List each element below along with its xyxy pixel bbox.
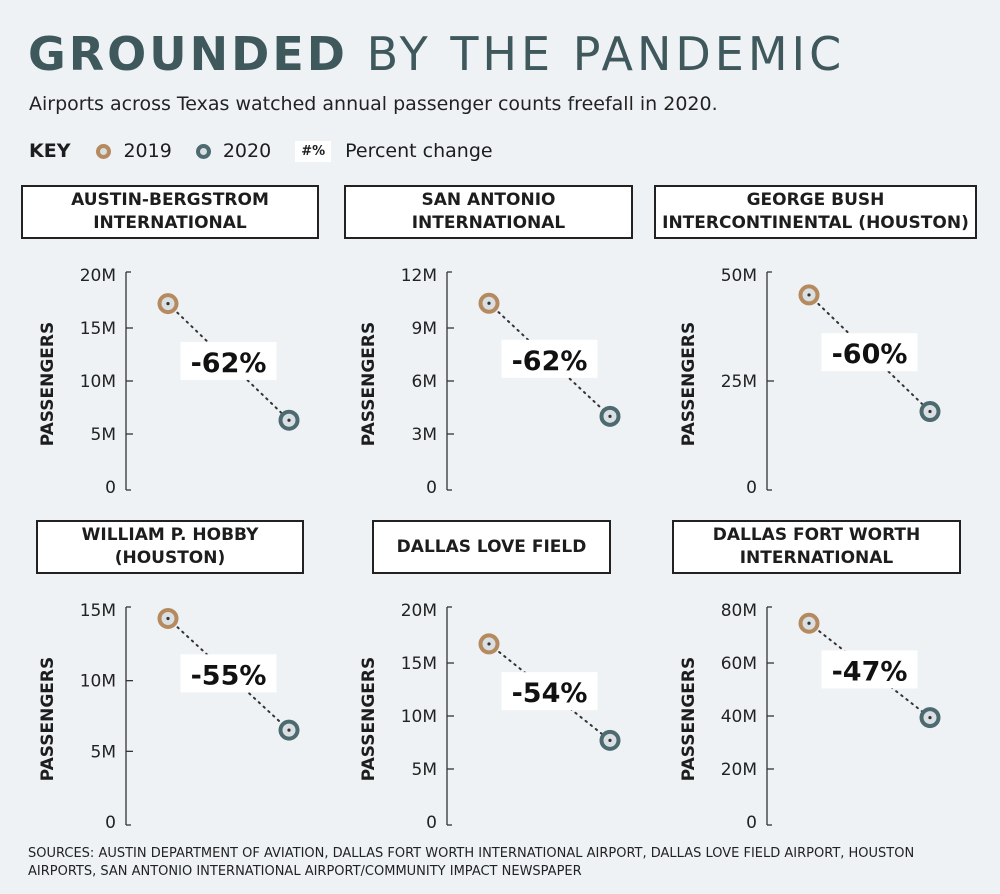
y-tick-label: 5M (412, 760, 437, 780)
y-axis-label: PASSENGERS (38, 322, 58, 447)
sources-note: SOURCES: AUSTIN DEPARTMENT OF AVIATION, … (28, 846, 915, 879)
chart-plot-love-field: 0 5M 10M 15M 20M PASSENGERS -54% (359, 601, 621, 833)
y-tick-label: 20M (721, 760, 757, 780)
y-tick-label: 0 (746, 813, 757, 833)
y-tick-label: 0 (426, 478, 437, 498)
y-tick-label: 12M (401, 266, 437, 286)
chart-panel-dfw: DALLAS FORT WORTH INTERNATIONAL 0 20M 40M 6… (657, 520, 977, 845)
legend-percent-badge: #% (295, 140, 332, 162)
y-tick-label: 20M (80, 266, 116, 286)
chart-plot-san-antonio: 0 3M 6M 9M 12M PASSENGERS -62% (359, 266, 621, 498)
panel-title: WILLIAM P. HOBBY (HOUSTON) (81, 525, 259, 568)
point-2019-center (166, 616, 170, 621)
panel-title: AUSTIN-BERGSTROM INTERNATIONAL (71, 190, 269, 233)
y-tick-label: 15M (80, 601, 116, 621)
y-axis-label: PASSENGERS (679, 657, 699, 782)
chart-panel-love-field: DALLAS LOVE FIELD 0 5M 10M 15M 20M PASSENGERS… (337, 520, 657, 845)
chart-plot-austin: 0 5M 10M 15M 20M PASSENGERS -62% (38, 266, 300, 498)
point-2019-center (487, 301, 491, 305)
percent-change-label: -60% (832, 339, 908, 370)
percent-change-label: -55% (191, 660, 267, 691)
y-tick-label: 5M (91, 742, 116, 762)
panel-title-box: SAN ANTONIO INTERNATIONAL (344, 185, 633, 239)
chart-panel-san-antonio: SAN ANTONIO INTERNATIONAL 0 3M 6M 9M 12M PASS… (337, 185, 657, 510)
chart-title: GROUNDED BY THE PANDEMIC (28, 26, 845, 82)
panel-title-box: WILLIAM P. HOBBY (HOUSTON) (36, 520, 304, 574)
y-tick-label: 15M (80, 319, 116, 339)
point-2020-center (287, 418, 291, 422)
y-tick-label: 0 (746, 478, 757, 498)
y-tick-label: 10M (80, 672, 116, 692)
chart-panel-hobby: WILLIAM P. HOBBY (HOUSTON) 0 5M 10M 15M PASS… (16, 520, 336, 845)
panel-title: SAN ANTONIO INTERNATIONAL (411, 190, 566, 233)
point-2020-center (608, 738, 612, 742)
legend-2019-label: 2019 (123, 140, 172, 162)
change-connector-line (808, 622, 931, 719)
panel-title-box: AUSTIN-BERGSTROM INTERNATIONAL (21, 185, 319, 239)
percent-change-badge (821, 650, 918, 689)
percent-change-label: -54% (512, 678, 588, 709)
legend-2020-marker-icon (195, 143, 211, 159)
y-axis-label: PASSENGERS (38, 657, 58, 782)
point-2019-center (807, 293, 811, 297)
y-tick-label: 10M (80, 372, 116, 392)
legend-2019-marker-icon (96, 143, 112, 159)
percent-change-badge (821, 333, 918, 372)
point-2019-center (807, 621, 811, 625)
chart-plot-bush: 0 25M 50M PASSENGERS -60% (679, 266, 941, 498)
point-2019-center (487, 642, 491, 646)
y-tick-label: 80M (721, 601, 757, 621)
y-axis-label: PASSENGERS (359, 657, 379, 782)
point-2020-center (928, 715, 932, 720)
y-tick-label: 0 (105, 478, 116, 498)
y-tick-label: 0 (426, 813, 437, 833)
panel-title-box: GEORGE BUSH INTERCONTINENTAL (HOUSTON) (654, 185, 977, 239)
y-tick-label: 25M (721, 372, 757, 392)
y-tick-label: 3M (412, 425, 437, 445)
title-rest-part: BY THE PANDEMIC (366, 27, 846, 81)
percent-change-label: -62% (512, 346, 588, 377)
chart-plot-hobby: 0 5M 10M 15M PASSENGERS -55% (38, 601, 300, 833)
legend-title: KEY (29, 140, 71, 162)
y-tick-label: 60M (721, 654, 757, 674)
y-tick-label: 10M (401, 707, 437, 727)
chart-panel-austin: AUSTIN-BERGSTROM INTERNATIONAL 0 5M 10M 15M… (16, 185, 336, 510)
legend-percent-label: Percent change (345, 140, 493, 162)
y-tick-label: 20M (401, 601, 437, 621)
y-tick-label: 9M (412, 319, 437, 339)
panel-title: GEORGE BUSH INTERCONTINENTAL (HOUSTON) (662, 190, 969, 233)
chart-subtitle: Airports across Texas watched annual pas… (29, 93, 718, 115)
change-connector-line (167, 617, 290, 732)
y-tick-label: 6M (412, 372, 437, 392)
y-tick-label: 0 (105, 813, 116, 833)
legend: KEY 2019 2020 #% Percent change (29, 138, 493, 164)
panel-title-box: DALLAS LOVE FIELD (372, 520, 611, 574)
percent-change-badge (180, 654, 277, 693)
point-2020-center (928, 409, 932, 414)
chart-plot-dfw: 0 20M 40M 60M 80M PASSENGERS -47% (679, 601, 941, 833)
panel-title: DALLAS LOVE FIELD (396, 536, 587, 557)
chart-panel-bush: GEORGE BUSH INTERCONTINENTAL (HOUSTON) 0… (654, 185, 977, 510)
percent-change-badge (180, 341, 277, 380)
percent-change-badge (501, 339, 598, 378)
title-bold-part: GROUNDED (28, 27, 348, 81)
point-2020-center (287, 728, 291, 732)
y-tick-label: 40M (721, 707, 757, 727)
percent-change-badge (501, 672, 598, 711)
percent-change-label: -62% (191, 348, 267, 379)
y-axis-label: PASSENGERS (679, 322, 699, 447)
y-tick-label: 50M (721, 266, 757, 286)
point-2020-center (608, 414, 612, 418)
y-tick-label: 15M (401, 654, 437, 674)
panel-title-box: DALLAS FORT WORTH INTERNATIONAL (672, 520, 961, 574)
percent-change-label: -47% (832, 656, 908, 687)
point-2019-center (166, 302, 170, 306)
change-connector-line (488, 302, 611, 418)
legend-2020-label: 2020 (222, 140, 272, 162)
panel-title: DALLAS FORT WORTH INTERNATIONAL (712, 525, 921, 568)
y-tick-label: 5M (91, 425, 116, 445)
y-axis-label: PASSENGERS (359, 322, 379, 447)
